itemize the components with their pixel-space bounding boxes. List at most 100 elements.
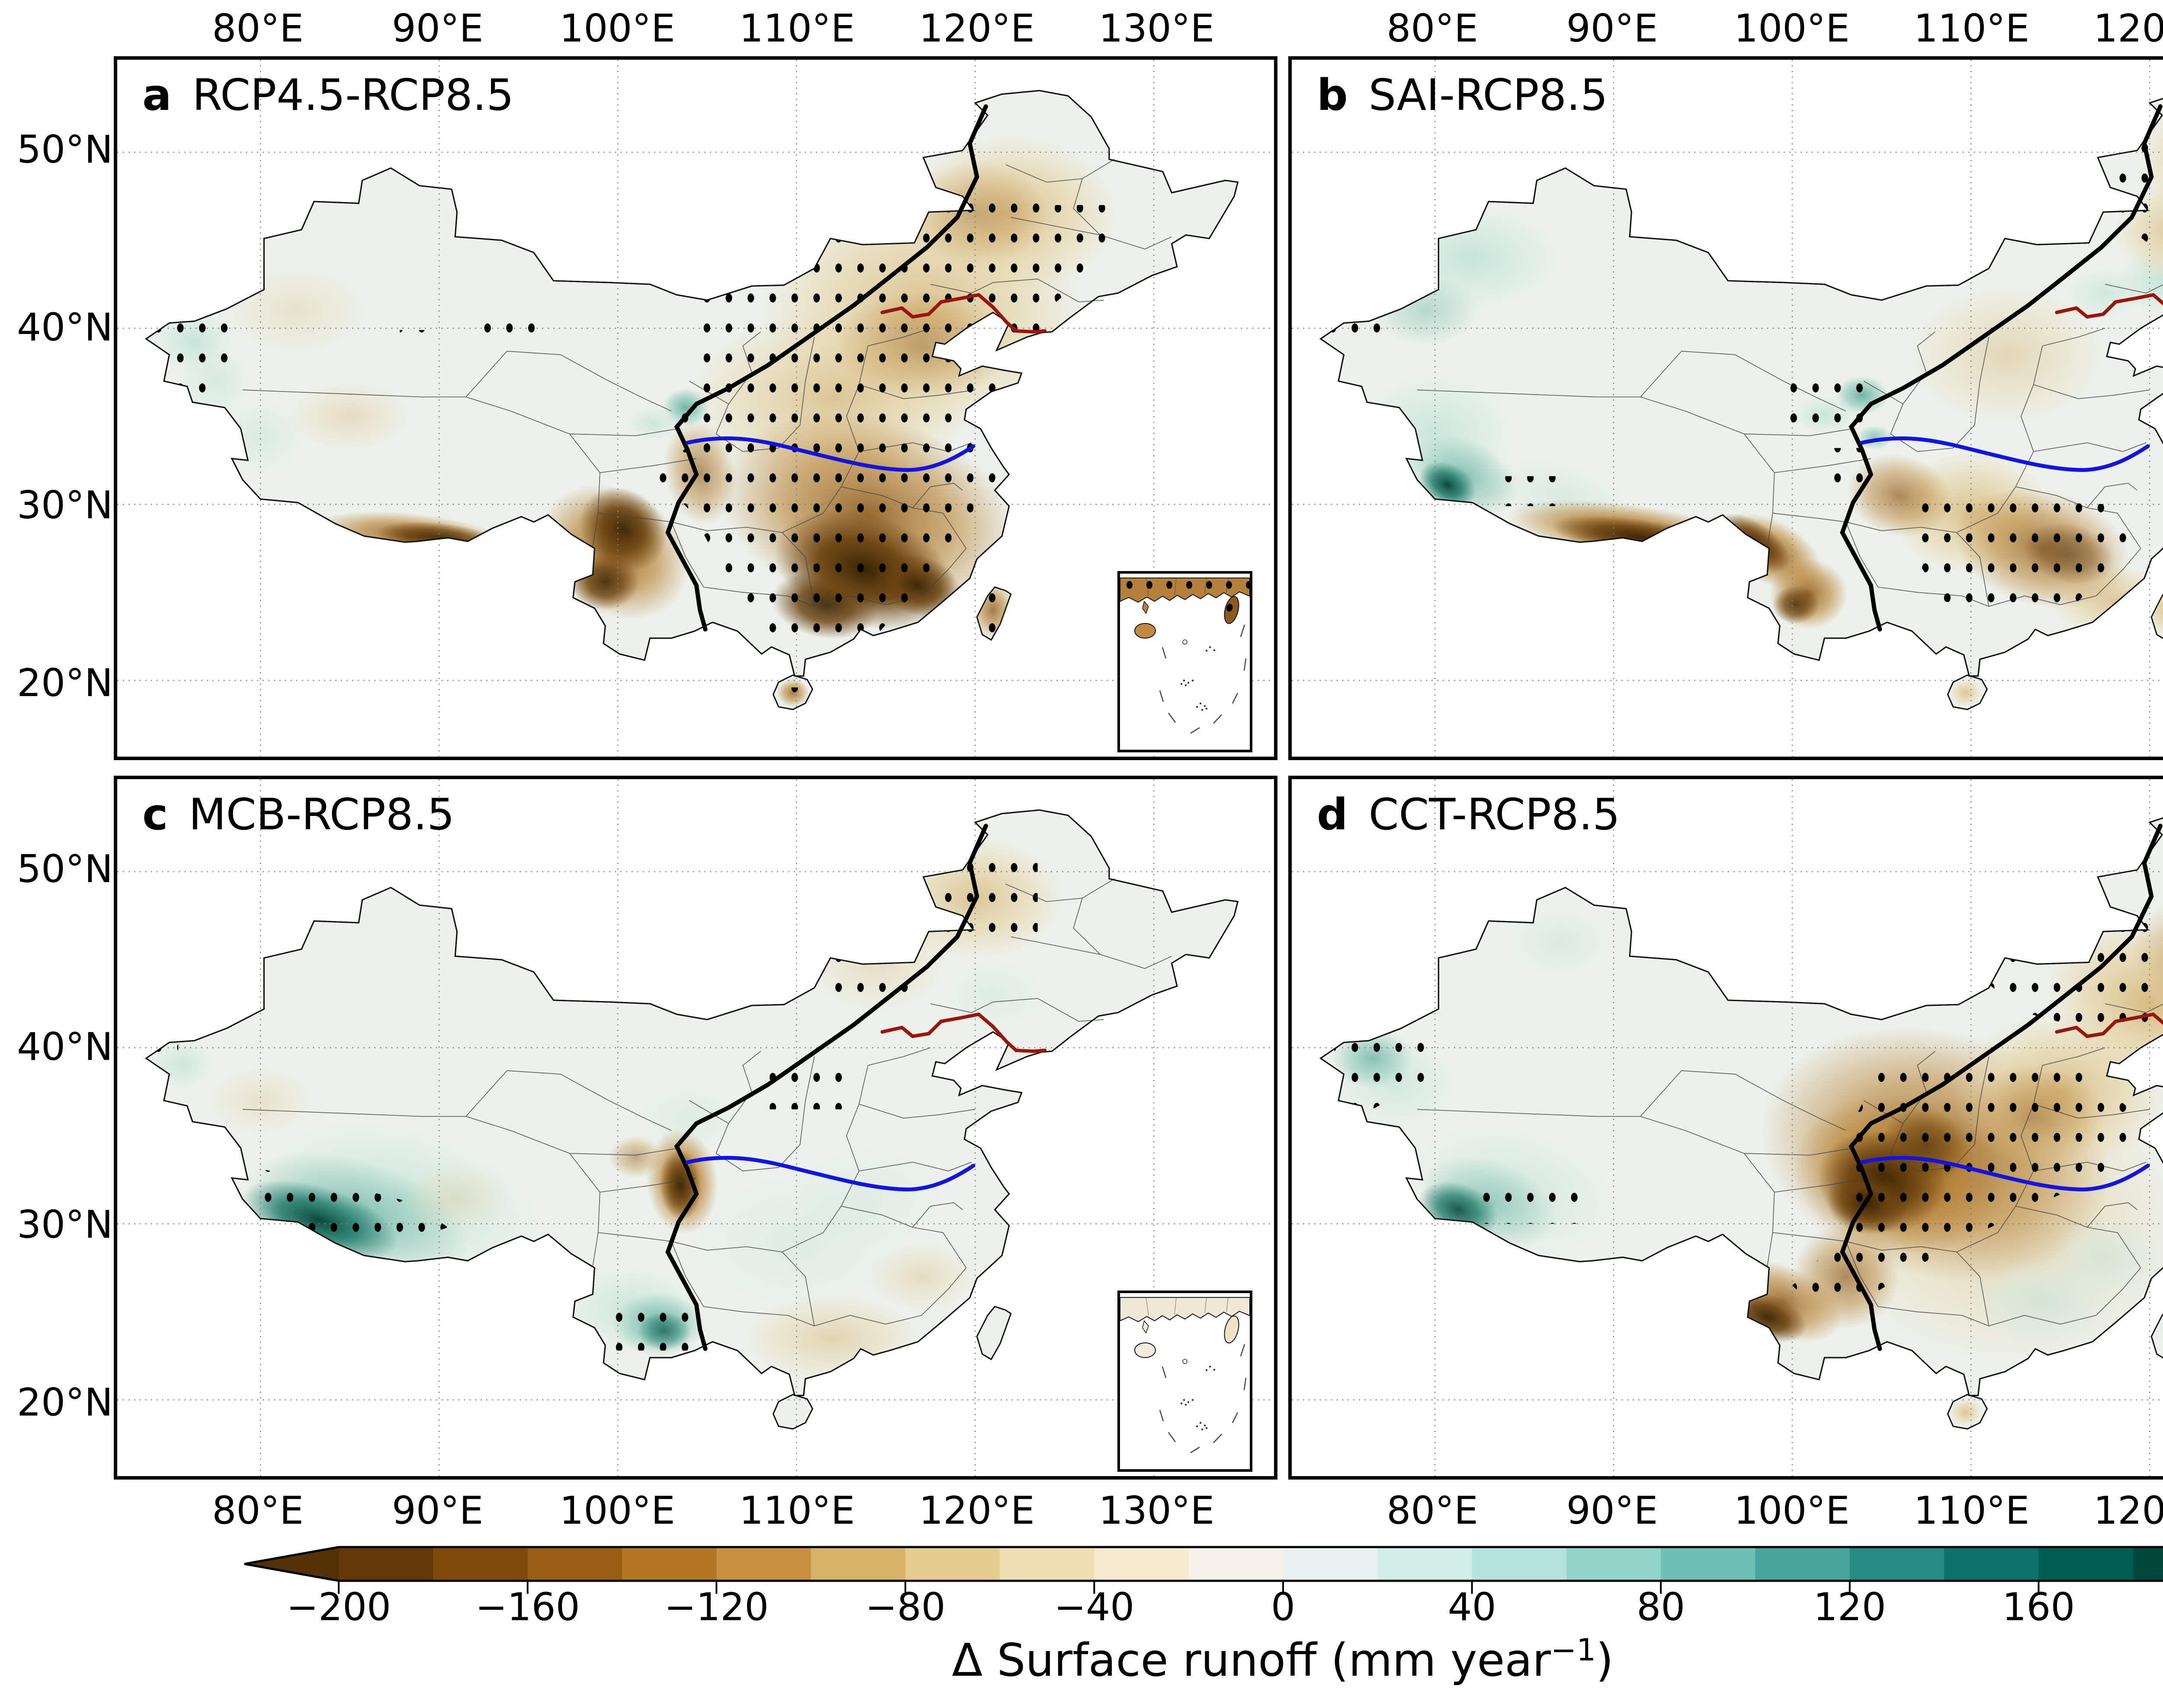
inset-province-lines <box>1146 1297 1229 1316</box>
color-blob <box>1949 1398 1982 1426</box>
stipple-region <box>400 330 432 344</box>
inset-peninsula <box>1142 1320 1149 1334</box>
inset-dash-line <box>1159 1344 1247 1454</box>
panel-scenario: SAI-RCP8.5 <box>1368 70 1608 120</box>
inset-islands <box>1180 646 1216 711</box>
colorbar-segments <box>339 1547 2163 1581</box>
panel-a: a RCP4.5-RCP8.5 <box>114 56 1277 760</box>
axis-tick-lon-bottom: 120°E <box>2093 1488 2163 1533</box>
axis-tick-lon-bottom: 110°E <box>1913 1488 2030 1533</box>
colorbar-title-text: Δ Surface runoff (mm year <box>952 1634 1551 1687</box>
panel-tag: a <box>142 70 172 120</box>
axis-tick-lon-top: 110°E <box>739 6 855 51</box>
colorbar-segment <box>527 1547 623 1581</box>
stipple-region <box>1783 377 1875 424</box>
colorbar-tick-label: −120 <box>664 1585 769 1629</box>
color-blob <box>579 487 667 571</box>
axis-tick-lon-bottom: 130°E <box>1098 1488 1215 1533</box>
panel-title-d: d CCT-RCP8.5 <box>1317 790 1620 839</box>
axis-tick-lon-top: 80°E <box>1386 6 1478 51</box>
panel-c: c MCB-RCP8.5 <box>114 776 1277 1480</box>
axis-tick-lon-top: 130°E <box>1098 6 1215 51</box>
geo-base <box>1321 90 2163 709</box>
color-blob <box>939 960 1047 1031</box>
axis-tick-lon-bottom: 100°E <box>1734 1488 1850 1533</box>
inset-islands <box>1180 1365 1216 1431</box>
land-shape <box>773 1395 812 1429</box>
colorbar-tick-label: −40 <box>1054 1585 1135 1629</box>
color-blob <box>2051 1215 2159 1303</box>
stipple-region <box>1331 1030 1435 1110</box>
stipple-region <box>876 854 1038 934</box>
colorbar-segment <box>2038 1547 2134 1581</box>
color-blob <box>805 907 949 1013</box>
colorbar-segment <box>1944 1547 2039 1581</box>
inset-south-china-sea <box>1117 571 1252 752</box>
colorbar-tick-label: 160 <box>2002 1585 2075 1629</box>
axis-tick-lon-bottom: 90°E <box>392 1488 484 1533</box>
color-blob <box>1949 678 1982 707</box>
panel-scenario: RCP4.5-RCP8.5 <box>192 70 514 120</box>
inset-taiwan <box>1224 1315 1239 1344</box>
axis-tick-lon-top: 120°E <box>2093 6 2163 51</box>
colorbar-segment <box>433 1547 529 1581</box>
axis-tick-lat-left: 50°N <box>17 847 113 891</box>
colorbar-segment <box>905 1547 1001 1581</box>
colorbar-extend-left <box>244 1547 339 1581</box>
panel-title-c: c MCB-RCP8.5 <box>142 790 455 839</box>
color-blob <box>207 1065 314 1136</box>
axis-tick-lat-left: 40°N <box>17 305 113 350</box>
inset-south-china-sea <box>1117 1291 1252 1472</box>
axis-tick-lon-bottom: 110°E <box>739 1488 855 1533</box>
inset-atoll <box>1182 639 1187 645</box>
inset-atoll <box>1182 1359 1187 1364</box>
axis-tick-lon-bottom: 80°E <box>212 1488 304 1533</box>
axis-tick-lat-left: 40°N <box>17 1024 113 1069</box>
colorbar: −200 −160 −120 −80 −40 0 40 80 120 160 <box>244 1546 2163 1629</box>
colorbar-segment <box>1849 1547 1945 1581</box>
axis-tick-lon-bottom: 90°E <box>1566 1488 1658 1533</box>
stipple-region <box>1819 448 1873 487</box>
colorbar-segment <box>1472 1547 1567 1581</box>
map-a <box>117 60 1274 757</box>
axis-tick-lon-top: 90°E <box>392 6 484 51</box>
panel-scenario: CCT-RCP8.5 <box>1368 789 1620 840</box>
colorbar-segment <box>1094 1547 1190 1581</box>
map-b <box>1292 60 2163 757</box>
inset-hainan <box>1134 623 1156 639</box>
inset-stipple-taiwan <box>1224 596 1239 624</box>
inset-map <box>1120 1297 1250 1454</box>
color-blob <box>225 266 368 355</box>
colorbar-title-sup: −1 <box>1550 1632 1596 1668</box>
panel-tag: b <box>1317 70 1348 120</box>
colorbar-tick-label: −80 <box>865 1585 946 1629</box>
axis-tick-lon-top: 100°E <box>1734 6 1850 51</box>
panel-d: d CCT-RCP8.5 <box>1288 776 2163 1480</box>
color-blob <box>1772 585 1820 624</box>
map-d <box>1292 779 2163 1476</box>
axis-tick-lat-left: 50°N <box>17 127 113 172</box>
colorbar-segment <box>622 1547 717 1581</box>
colorbar-segment <box>1661 1547 1756 1581</box>
panel-tag: d <box>1317 789 1348 840</box>
panel-tag: c <box>142 789 168 840</box>
axis-tick-lat-left: 20°N <box>17 1380 113 1425</box>
axis-tick-lon-bottom: 80°E <box>1386 1488 1478 1533</box>
inset-hainan <box>1134 1342 1156 1358</box>
colorbar-tick-label: 80 <box>1637 1585 1685 1629</box>
color-blob <box>403 1162 511 1233</box>
colorbar-title: Δ Surface runoff (mm year−1) <box>0 1632 2163 1687</box>
colorbar-tick-label: 0 <box>1271 1585 1295 1629</box>
panel-b: b SAI-RCP8.5 <box>1288 56 2163 760</box>
axis-tick-lat-left: 30°N <box>17 483 113 527</box>
color-blob <box>787 1144 949 1250</box>
stipple-region <box>823 942 922 995</box>
panel-title-b: b SAI-RCP8.5 <box>1317 70 1608 120</box>
color-blob <box>1908 284 2105 425</box>
stipple-region <box>251 1167 448 1252</box>
colorbar-segment <box>1566 1547 1662 1581</box>
color-blob <box>2066 266 2144 320</box>
axis-tick-lon-bottom: 100°E <box>559 1488 675 1533</box>
colorbar-segment <box>1283 1547 1378 1581</box>
